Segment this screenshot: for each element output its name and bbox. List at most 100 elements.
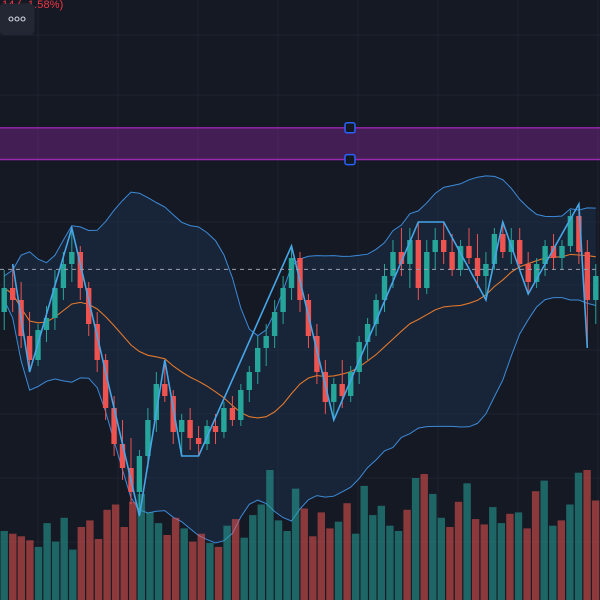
candle — [102, 354, 109, 420]
ellipsis-icon — [8, 16, 26, 22]
candle-body — [43, 318, 50, 330]
candle — [381, 264, 388, 312]
candle — [153, 372, 159, 432]
candle — [280, 276, 286, 324]
candle — [474, 234, 481, 288]
candle — [246, 366, 252, 402]
candle-body — [187, 420, 193, 438]
candle — [398, 228, 405, 276]
candle — [170, 390, 176, 444]
candle-body — [229, 408, 236, 420]
candle-body — [432, 240, 438, 252]
candle — [500, 222, 506, 258]
volume-bar — [180, 528, 188, 600]
volume-bar — [549, 525, 557, 600]
candle — [415, 222, 421, 300]
candle — [449, 234, 455, 276]
candle-body — [331, 384, 337, 402]
candle-body — [179, 420, 185, 432]
candle — [60, 252, 67, 300]
range-handles[interactable] — [344, 122, 356, 166]
candle — [77, 246, 83, 300]
volume-bar — [574, 472, 583, 600]
candle-body — [77, 252, 83, 288]
candle-body — [271, 312, 278, 336]
volume-bar — [257, 504, 265, 600]
volume-bar — [394, 531, 403, 600]
volume-bar — [249, 515, 257, 600]
candle — [187, 408, 193, 450]
volume-bar — [69, 549, 77, 600]
volume-bar — [471, 519, 480, 600]
candle-body — [153, 384, 159, 420]
candle — [119, 420, 126, 480]
candle-body — [449, 252, 455, 270]
candle — [567, 210, 574, 252]
candle-body — [550, 246, 557, 258]
candle-body — [255, 348, 261, 372]
volume-bar — [446, 527, 454, 600]
volume-bar — [111, 504, 120, 600]
volume-bar — [17, 536, 25, 600]
candle — [195, 426, 202, 456]
candle-body — [441, 240, 447, 252]
volume-bar — [463, 483, 471, 600]
volume-bar — [154, 523, 163, 600]
candle-body — [263, 336, 269, 348]
candle — [145, 408, 151, 468]
volume-bar — [326, 528, 334, 600]
candle-body — [1, 288, 7, 312]
volume-bar — [317, 512, 325, 600]
candle-body — [533, 264, 540, 282]
range-bottom-handle[interactable] — [344, 153, 356, 166]
volume-bar — [0, 531, 8, 600]
candle — [221, 402, 227, 438]
candle-body — [314, 336, 320, 372]
candle-body — [457, 246, 464, 270]
volume-bar — [26, 540, 34, 600]
volume-bar — [171, 517, 180, 600]
volume-bar — [480, 524, 488, 600]
more-options-button[interactable] — [0, 4, 34, 34]
candle-body — [491, 234, 498, 264]
price-range-band[interactable] — [0, 127, 600, 161]
candle-body — [593, 276, 599, 300]
bollinger-lower — [3, 297, 596, 544]
volume-bar — [300, 508, 308, 600]
volume-bar — [411, 478, 420, 600]
candle — [179, 414, 185, 456]
volume-bar — [489, 507, 497, 600]
volume-bar — [497, 523, 505, 600]
volume-bar — [377, 505, 385, 600]
candle — [407, 228, 413, 288]
volume-bar — [351, 533, 360, 600]
candle-body — [542, 246, 548, 264]
candle — [559, 240, 565, 270]
candle — [162, 360, 168, 402]
candle-body — [517, 240, 523, 264]
candle — [263, 324, 269, 366]
candle — [229, 396, 236, 426]
volume-bar — [369, 515, 377, 600]
volume-bar — [9, 533, 17, 600]
candle — [542, 240, 548, 276]
candle-body — [10, 288, 16, 300]
candle — [1, 270, 7, 330]
candle-body — [162, 384, 168, 396]
candle-body — [415, 240, 421, 288]
candle — [288, 246, 295, 300]
volume-bar — [120, 527, 128, 600]
candle — [584, 240, 590, 348]
candle — [271, 300, 278, 348]
range-top-handle[interactable] — [344, 122, 356, 134]
volume-bar — [283, 531, 291, 600]
candle-body — [288, 258, 295, 288]
candle — [441, 222, 447, 264]
candle-body — [69, 252, 75, 264]
volume-bar — [34, 546, 43, 600]
volume-bar — [523, 528, 531, 600]
candle-body — [567, 216, 574, 246]
volume-bar — [309, 536, 317, 600]
